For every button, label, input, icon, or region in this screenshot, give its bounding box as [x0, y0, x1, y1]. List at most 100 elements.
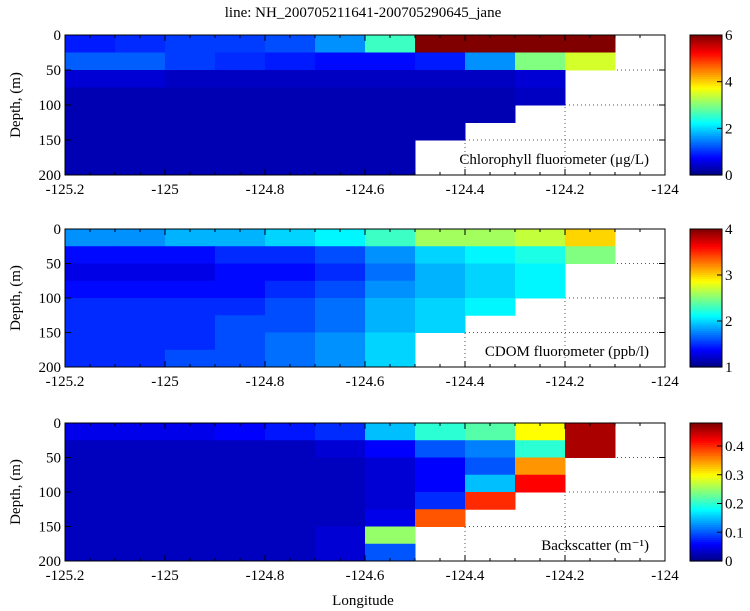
colorbar-segment: [690, 554, 722, 558]
heatmap-cell: [415, 509, 466, 527]
colorbar-segment: [690, 472, 722, 476]
colorbar-segment: [690, 122, 722, 126]
colorbar-segment: [690, 133, 722, 137]
heatmap-cell: [215, 105, 266, 123]
x-tick-label: -124.2: [546, 182, 585, 198]
heatmap-cell: [65, 332, 116, 351]
colorbar-segment: [690, 528, 722, 532]
heatmap-cell: [215, 263, 266, 282]
heatmap-cell: [65, 280, 116, 299]
colorbar-segment: [690, 161, 722, 165]
heatmap-cell: [315, 509, 366, 527]
heatmap-cell: [115, 474, 166, 493]
heatmap-cell: [315, 315, 366, 333]
heatmap-cell: [365, 105, 416, 123]
heatmap-cell: [465, 246, 516, 264]
colorbar-segment: [690, 334, 722, 338]
colorbar-segment: [690, 433, 722, 437]
colorbar-segment: [690, 61, 722, 65]
colorbar-segment: [690, 336, 722, 340]
panel-1: -125.2 -125 -124.8 -124.6 -124.4 -124.2 -124 0 5…: [8, 28, 733, 198]
heatmap-cell: [65, 122, 116, 141]
heatmap-cell: [315, 440, 366, 458]
colorbar-segment: [690, 229, 722, 232]
heatmap-cell: [365, 246, 416, 264]
colorbar-segment: [690, 237, 722, 241]
heatmap-cell: [165, 35, 216, 53]
heatmap-cell: [265, 70, 316, 88]
heatmap-cell: [265, 543, 316, 562]
heatmap-cell: [565, 229, 616, 247]
heatmap-cell: [115, 87, 166, 106]
heatmap-cell: [165, 440, 216, 458]
colorbar-segment: [690, 87, 722, 91]
heatmap-cell: [215, 298, 266, 316]
heatmap-cell: [315, 543, 366, 562]
heatmap-cell: [165, 332, 216, 351]
heatmap-cell: [465, 263, 516, 282]
heatmap-cell: [465, 492, 516, 510]
heatmap-cell: [165, 105, 216, 123]
colorbar-segment: [690, 107, 722, 110]
colorbar-segment: [690, 293, 722, 297]
heatmap-cell: [365, 423, 416, 441]
colorbar-segment: [690, 35, 722, 38]
heatmap-cell: [515, 246, 566, 264]
colorbar-segment: [690, 496, 722, 500]
heatmap-cell: [115, 246, 166, 264]
heatmap-cell: [165, 280, 216, 299]
colorbar-frame: [689, 34, 723, 176]
heatmap-cell: [215, 280, 266, 299]
colorbar-segment: [690, 52, 722, 56]
heatmap-cell: [465, 423, 516, 441]
colorbar-segment: [690, 105, 722, 108]
colorbar-segment: [690, 159, 722, 163]
x-tick-label: -124.8: [246, 568, 285, 584]
heatmap-cell: [115, 140, 166, 158]
colorbar-segment: [690, 155, 722, 159]
colorbar-segment: [690, 440, 722, 444]
heatmap-cell: [365, 70, 416, 88]
colorbar-segment: [690, 459, 722, 463]
colorbar-segment: [690, 485, 722, 489]
heatmap-cell: [265, 474, 316, 493]
heatmap-cell: [215, 543, 266, 562]
heatmap-cell: [65, 52, 116, 71]
colorbar-tick-label: 0: [725, 554, 733, 570]
colorbar-segment: [690, 96, 722, 100]
heatmap-cell: [165, 492, 216, 510]
x-tick-label: -125.2: [46, 568, 85, 584]
heatmap-cell: [365, 474, 416, 493]
heatmap-cell: [315, 35, 366, 53]
heatmap-cell: [515, 474, 566, 493]
heatmap-cell: [65, 229, 116, 247]
colorbar-segment: [690, 513, 722, 517]
heatmap-cell: [65, 105, 116, 123]
heatmap-cell: [515, 229, 566, 247]
heatmap-cell: [365, 140, 416, 158]
x-tick-label: -125.2: [46, 182, 85, 198]
heatmap-cell: [315, 105, 366, 123]
heatmap-cell: [365, 122, 416, 141]
heatmap-cell: [365, 280, 416, 299]
heatmap-cell: [465, 474, 516, 493]
heatmap-cell: [315, 140, 366, 158]
y-tick-label: 200: [39, 168, 62, 184]
heatmap-cell: [365, 543, 416, 562]
colorbar-segment: [690, 461, 722, 465]
colorbar-segment: [690, 261, 722, 265]
heatmap-cell: [265, 52, 316, 71]
heatmap-cell: [365, 263, 416, 282]
colorbar-segment: [690, 448, 722, 452]
heatmap-cell: [415, 35, 466, 53]
heatmap-cell: [465, 87, 516, 106]
heatmap-cell: [165, 140, 216, 158]
heatmap-cell: [415, 298, 466, 316]
colorbar-segment: [690, 302, 722, 306]
colorbar-segment: [690, 166, 722, 170]
colorbar-segment: [690, 332, 722, 336]
heatmap-cell: [515, 280, 566, 299]
heatmap-cell: [265, 440, 316, 458]
colorbar-segment: [690, 541, 722, 545]
heatmap-cell: [265, 229, 316, 247]
